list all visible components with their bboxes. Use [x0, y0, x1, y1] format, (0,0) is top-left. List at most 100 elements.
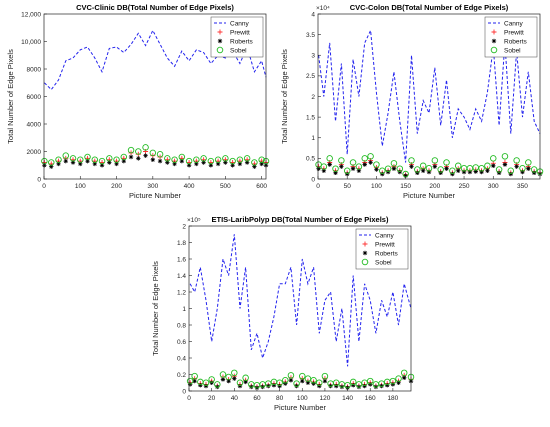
- data-point-sobel: [219, 371, 227, 378]
- x-tick-label: 50: [344, 183, 352, 190]
- data-point-sobel: [349, 378, 357, 386]
- data-point-sobel: [320, 163, 328, 170]
- data-point-roberts: [426, 169, 432, 175]
- data-point-roberts: [514, 164, 519, 169]
- data-point-sobel: [293, 380, 300, 387]
- data-point-roberts: [374, 167, 379, 172]
- data-point-sobel: [265, 380, 272, 387]
- legend-box: [210, 16, 264, 58]
- data-point-sobel: [225, 373, 232, 381]
- x-tick-label: 200: [429, 183, 440, 190]
- legend-label: Roberts: [375, 250, 399, 257]
- data-point-roberts: [362, 383, 367, 389]
- y-tick-label: 10,000: [21, 39, 41, 46]
- legend-label: Canny: [230, 20, 250, 27]
- y-axis-label: Total Number of Edge Pixels: [280, 49, 289, 144]
- data-point-sobel: [408, 157, 415, 164]
- data-point-sobel: [326, 155, 333, 162]
- y-tick-label: 0.5: [306, 156, 315, 163]
- y-tick-label: 1: [311, 135, 315, 142]
- data-point-sobel: [55, 156, 62, 163]
- data-point-roberts: [479, 169, 484, 175]
- data-point-sobel: [149, 149, 157, 157]
- data-point-sobel: [389, 377, 397, 385]
- y-tick-label: 2.5: [306, 73, 315, 80]
- legend-box: [355, 228, 409, 270]
- data-point-roberts: [444, 166, 449, 171]
- data-point-sobel: [366, 377, 374, 385]
- data-point-roberts: [136, 156, 141, 161]
- data-point-sobel: [501, 153, 509, 160]
- data-point-sobel: [282, 377, 289, 384]
- x-axis-label: Picture Number: [274, 403, 327, 412]
- data-point-roberts: [391, 166, 397, 171]
- x-tick-label: 200: [111, 183, 122, 190]
- y-tick-label: 0: [182, 388, 186, 395]
- data-point-roberts: [277, 383, 282, 389]
- legend-label: Prewitt: [504, 29, 524, 36]
- data-point-roberts: [157, 158, 163, 164]
- legend-label: Canny: [375, 232, 395, 239]
- data-point-roberts: [271, 383, 277, 388]
- data-point-sobel: [454, 162, 462, 170]
- legend-label: Sobel: [375, 259, 392, 266]
- data-point-sobel: [378, 380, 385, 387]
- data-point-sobel: [395, 375, 402, 382]
- legend-label: Prewitt: [375, 241, 395, 248]
- x-tick-label: 250: [459, 183, 470, 190]
- data-point-roberts: [409, 164, 414, 169]
- data-point-roberts: [520, 169, 525, 175]
- y-tick-label: 1: [182, 306, 186, 313]
- x-tick-label: 0: [42, 183, 46, 190]
- data-point-sobel: [478, 165, 485, 172]
- data-point-roberts: [259, 161, 264, 167]
- data-point-sobel: [287, 372, 295, 379]
- data-point-roberts: [351, 383, 356, 388]
- data-point-roberts: [473, 169, 478, 174]
- data-point-sobel: [193, 156, 200, 163]
- y-tick-label: 0.2: [177, 372, 186, 379]
- data-point-roberts: [316, 166, 321, 171]
- legend-marker-sobel: [361, 258, 369, 266]
- x-tick-label: 0: [187, 395, 191, 402]
- data-point-roberts: [165, 160, 170, 165]
- data-point-roberts: [220, 377, 226, 382]
- x-tick-label: 0: [316, 183, 320, 190]
- data-point-sobel: [41, 157, 48, 165]
- data-point-sobel: [437, 166, 444, 173]
- legend: Canny Prewitt Roberts Sobel: [484, 16, 538, 58]
- x-tick-label: 120: [319, 395, 330, 402]
- data-point-sobel: [171, 156, 178, 163]
- y-tick-label: 0: [311, 176, 315, 183]
- y-tick-label: 2: [311, 94, 315, 101]
- legend-marker-prewitt: [217, 29, 223, 35]
- data-point-sobel: [507, 167, 515, 174]
- data-point-sobel: [373, 161, 380, 168]
- data-point-roberts: [128, 154, 134, 160]
- data-point-roberts: [172, 161, 177, 167]
- data-point-roberts: [187, 382, 193, 387]
- data-point-roberts: [402, 375, 407, 380]
- chart-title: CVC-Clinic DB(Total Number of Edge Pixel…: [76, 3, 234, 12]
- data-point-sobel: [530, 166, 538, 173]
- data-point-sobel: [214, 156, 222, 163]
- data-point-sobel: [185, 157, 193, 165]
- x-axis-label: Picture Number: [129, 191, 182, 200]
- data-point-roberts: [143, 153, 148, 158]
- y-tick-label: 4000: [27, 121, 42, 128]
- legend-label: Roberts: [504, 38, 528, 45]
- y-tick-label: 0: [37, 176, 41, 183]
- data-point-sobel: [62, 152, 70, 159]
- data-point-sobel: [400, 369, 408, 377]
- data-point-sobel: [396, 165, 404, 172]
- data-point-sobel: [251, 159, 258, 166]
- data-point-sobel: [384, 165, 392, 172]
- data-point-sobel: [310, 377, 317, 384]
- series-roberts: [42, 153, 269, 169]
- data-point-sobel: [243, 155, 251, 162]
- data-point-roberts: [397, 169, 402, 175]
- data-point-roberts: [491, 163, 496, 168]
- data-point-sobel: [414, 166, 421, 173]
- x-tick-label: 140: [342, 395, 353, 402]
- x-tick-label: 350: [517, 183, 528, 190]
